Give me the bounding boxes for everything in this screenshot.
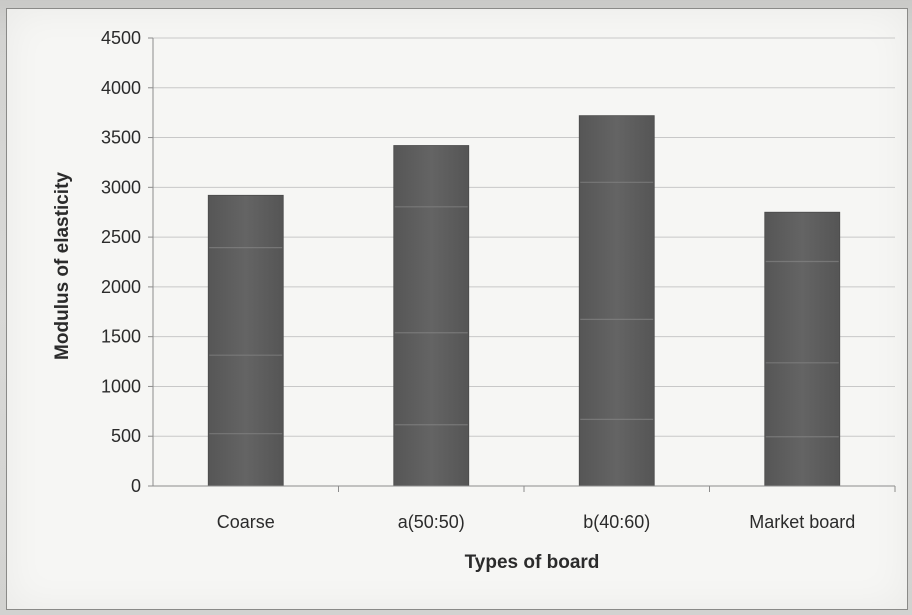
- axes: [148, 37, 896, 492]
- y-tick-label: 4500: [101, 28, 141, 48]
- y-tick-label: 500: [111, 426, 141, 446]
- y-axis-title: Modulus of elasticity: [52, 172, 73, 360]
- tick-labels: 0 500 1000 1500 2000 2500 3000 3500 4000 4500 Coar…: [101, 28, 855, 532]
- y-tick-label: 1500: [101, 327, 141, 347]
- x-tick-label: Market board: [749, 512, 855, 532]
- x-tick-label: a(50:50): [398, 512, 465, 532]
- y-tick-label: 0: [131, 476, 141, 496]
- y-tick-label: 2000: [101, 277, 141, 297]
- y-tick-label: 2500: [101, 227, 141, 247]
- x-tick-label: b(40:60): [583, 512, 650, 532]
- y-tick-label: 4000: [101, 78, 141, 98]
- bar: [393, 145, 470, 487]
- bar: [207, 194, 284, 487]
- y-tick-label: 3000: [101, 177, 141, 197]
- bars: [207, 115, 841, 487]
- x-tick-label: Coarse: [217, 512, 275, 532]
- bar: [764, 211, 841, 487]
- y-tick-label: 3500: [101, 128, 141, 148]
- x-axis-title: Types of board: [465, 552, 600, 573]
- y-tick-label: 1000: [101, 376, 141, 396]
- bar: [578, 115, 655, 487]
